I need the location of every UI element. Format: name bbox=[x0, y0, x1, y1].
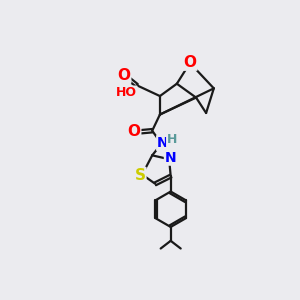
Text: N: N bbox=[157, 136, 169, 150]
Text: O: O bbox=[117, 68, 130, 83]
Text: N: N bbox=[165, 151, 176, 165]
Text: O: O bbox=[127, 124, 140, 139]
Text: O: O bbox=[183, 55, 196, 70]
Text: H: H bbox=[167, 134, 177, 146]
Text: HO: HO bbox=[116, 86, 136, 100]
Text: S: S bbox=[134, 168, 146, 183]
